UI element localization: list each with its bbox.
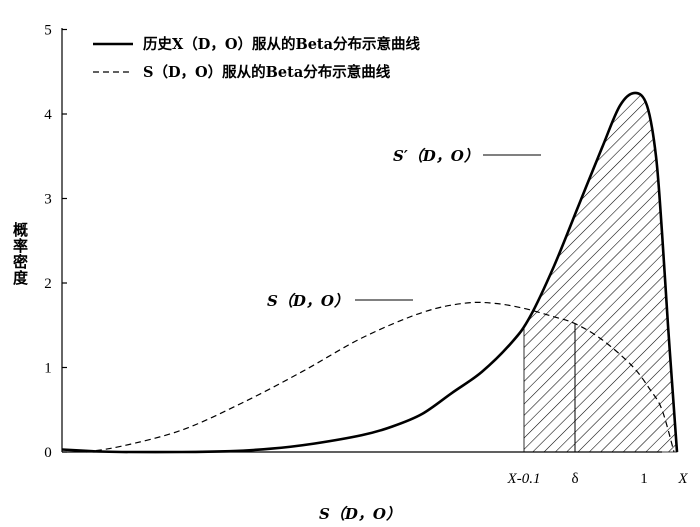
legend: 历史X（D，O）服从的Beta分布示意曲线 S（D，O）服从的Beta分布示意曲…: [93, 35, 421, 81]
x-marker-labels: X-0.1 δ 1 X: [507, 471, 689, 487]
legend-item-solid: 历史X（D，O）服从的Beta分布示意曲线: [143, 35, 421, 53]
x-marker-label-0: X-0.1: [507, 471, 541, 487]
x-axis-label: S（D，O）: [319, 505, 401, 523]
legend-item-dashed: S（D，O）服从的Beta分布示意曲线: [143, 63, 391, 81]
series-s-curve: [85, 301, 675, 453]
x-marker-label-1: δ: [571, 471, 578, 487]
y-axis-label: 概率密度: [11, 221, 29, 286]
y-tick-label-1: 1: [44, 361, 52, 377]
s-prime-callout-label: S′（D，O）: [393, 147, 479, 165]
y-tick-labels: 0 1 2 3 4 5: [44, 23, 52, 462]
y-tick-label-5: 5: [44, 23, 52, 39]
y-tick-label-4: 4: [44, 107, 52, 123]
s-callout-label: S（D，O）: [267, 292, 349, 310]
x-marker-label-2: 1: [640, 471, 648, 487]
y-tick-label-0: 0: [44, 445, 52, 461]
x-marker-label-3: X: [677, 471, 688, 487]
series-s-prime-curve: [62, 91, 679, 454]
y-tick-label-3: 3: [44, 192, 52, 208]
y-tick-marks: [62, 28, 67, 453]
y-tick-label-2: 2: [44, 276, 52, 292]
